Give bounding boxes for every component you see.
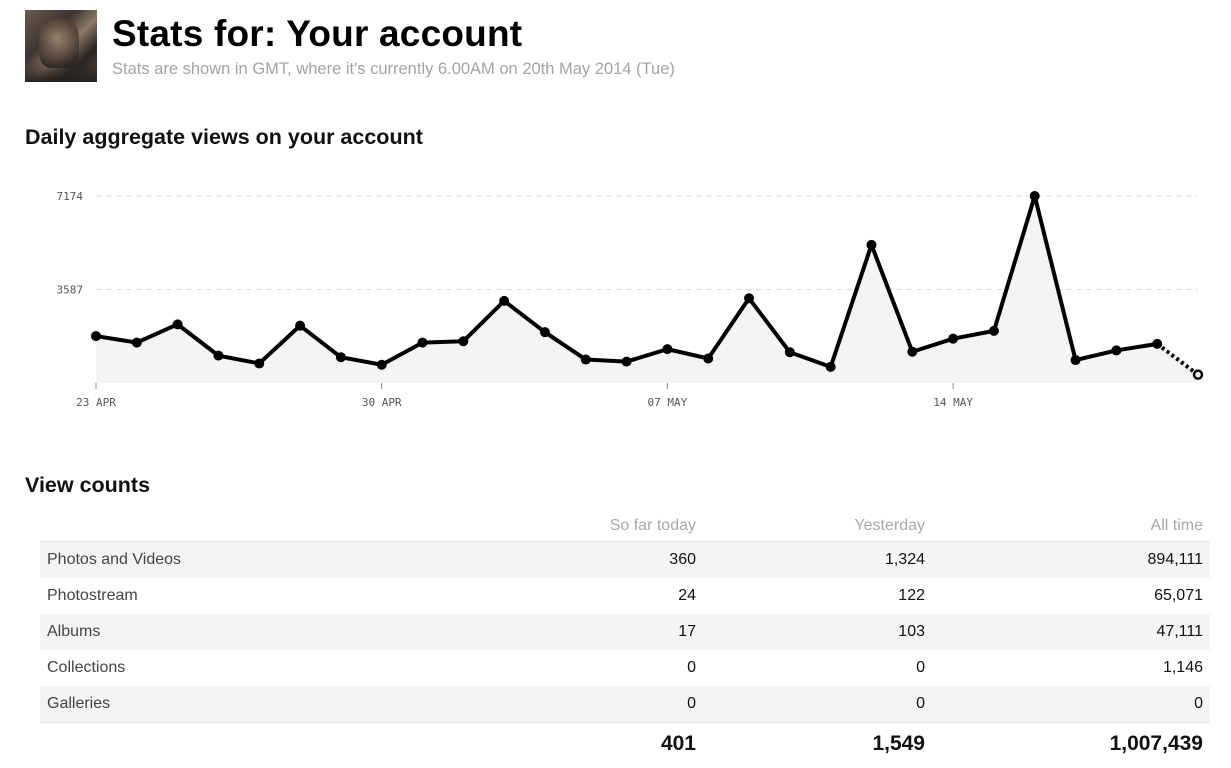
data-point (744, 293, 755, 304)
data-point (825, 361, 836, 372)
y-tick-label: 7174 (57, 190, 84, 203)
row-label: Collections (47, 659, 126, 676)
cell-today: 17 (474, 614, 703, 650)
data-point (254, 358, 265, 369)
data-point (988, 325, 999, 336)
data-point-partial (1192, 369, 1204, 380)
cell-today: 360 (474, 541, 703, 578)
data-point (703, 353, 714, 364)
totals-row: 401 1,549 1,007,439 (40, 723, 1210, 766)
account-avatar[interactable] (25, 10, 97, 82)
cell-yesterday: 0 (703, 686, 932, 723)
data-point (866, 239, 877, 250)
data-point (1029, 191, 1040, 201)
data-point (458, 336, 469, 347)
x-tick-label: 23 APR (76, 396, 116, 409)
counts-section-title: View counts (25, 473, 151, 497)
cell-all-time: 65,071 (1154, 587, 1203, 604)
column-header-yesterday: Yesterday (703, 510, 932, 542)
table-row: Collections 0 0 1,146 (40, 650, 1210, 686)
row-label: Galleries (40, 686, 474, 723)
data-point (172, 319, 183, 330)
data-point (621, 356, 632, 367)
data-point (91, 331, 101, 342)
total-today: 401 (660, 732, 696, 755)
x-tick-label: 30 APR (362, 396, 402, 409)
data-point (580, 354, 591, 365)
view-counts-table: So far today Yesterday All time Photos a… (40, 510, 1210, 765)
cell-all-time: 894,111 (932, 541, 1210, 578)
series-line-partial (1155, 342, 1200, 377)
data-point (335, 352, 346, 363)
cell-yesterday: 122 (898, 587, 925, 604)
cell-all-time: 0 (932, 686, 1210, 723)
cell-yesterday: 1,324 (703, 541, 932, 578)
table-row: Albums 17 103 47,111 (40, 614, 1210, 650)
total-all-time: 1,007,439 (1109, 732, 1203, 755)
row-label: Albums (40, 614, 474, 650)
cell-today: 0 (687, 659, 696, 676)
data-point (1152, 338, 1163, 349)
data-point (376, 359, 387, 370)
cell-all-time: 1,146 (1162, 659, 1203, 676)
cell-yesterday: 103 (703, 614, 932, 650)
x-tick-label: 14 MAY (933, 396, 973, 409)
y-tick-label: 3587 (57, 284, 84, 297)
data-point (784, 347, 795, 358)
table-header-row: So far today Yesterday All time (40, 510, 1210, 542)
data-point (539, 327, 550, 338)
data-point (213, 350, 224, 361)
column-header-label (40, 510, 474, 542)
cell-yesterday: 0 (916, 659, 925, 676)
table-row: Photostream 24 122 65,071 (40, 578, 1210, 614)
data-point (1111, 345, 1122, 356)
column-header-today: So far today (474, 510, 703, 542)
row-label: Photos and Videos (40, 541, 474, 578)
cell-today: 24 (678, 587, 696, 604)
data-point (131, 337, 142, 348)
row-label: Photostream (47, 587, 138, 604)
cell-today: 0 (474, 686, 703, 723)
data-point (499, 295, 510, 306)
table-row: Galleries 0 0 0 (40, 686, 1210, 723)
data-point (907, 346, 918, 357)
cell-all-time: 47,111 (932, 614, 1210, 650)
column-header-all-time: All time (932, 510, 1210, 542)
data-point (948, 333, 959, 344)
table-row: Photos and Videos 360 1,324 894,111 (40, 541, 1210, 578)
data-point (417, 337, 428, 348)
total-yesterday: 1,549 (872, 732, 925, 755)
chart-section-title: Daily aggregate views on your account (25, 125, 423, 149)
x-tick-label: 07 MAY (648, 396, 688, 409)
daily-views-chart: 3587 7174 23 APR 30 APR 07 MAY 14 MAY (57, 190, 1204, 409)
totals-label (40, 723, 474, 766)
page-title: Stats for: Your account (112, 13, 523, 54)
data-point (295, 320, 306, 331)
data-point (1070, 355, 1081, 366)
area-fill (96, 196, 1198, 383)
timezone-note: Stats are shown in GMT, where it's curre… (112, 60, 675, 78)
data-point (662, 344, 673, 355)
